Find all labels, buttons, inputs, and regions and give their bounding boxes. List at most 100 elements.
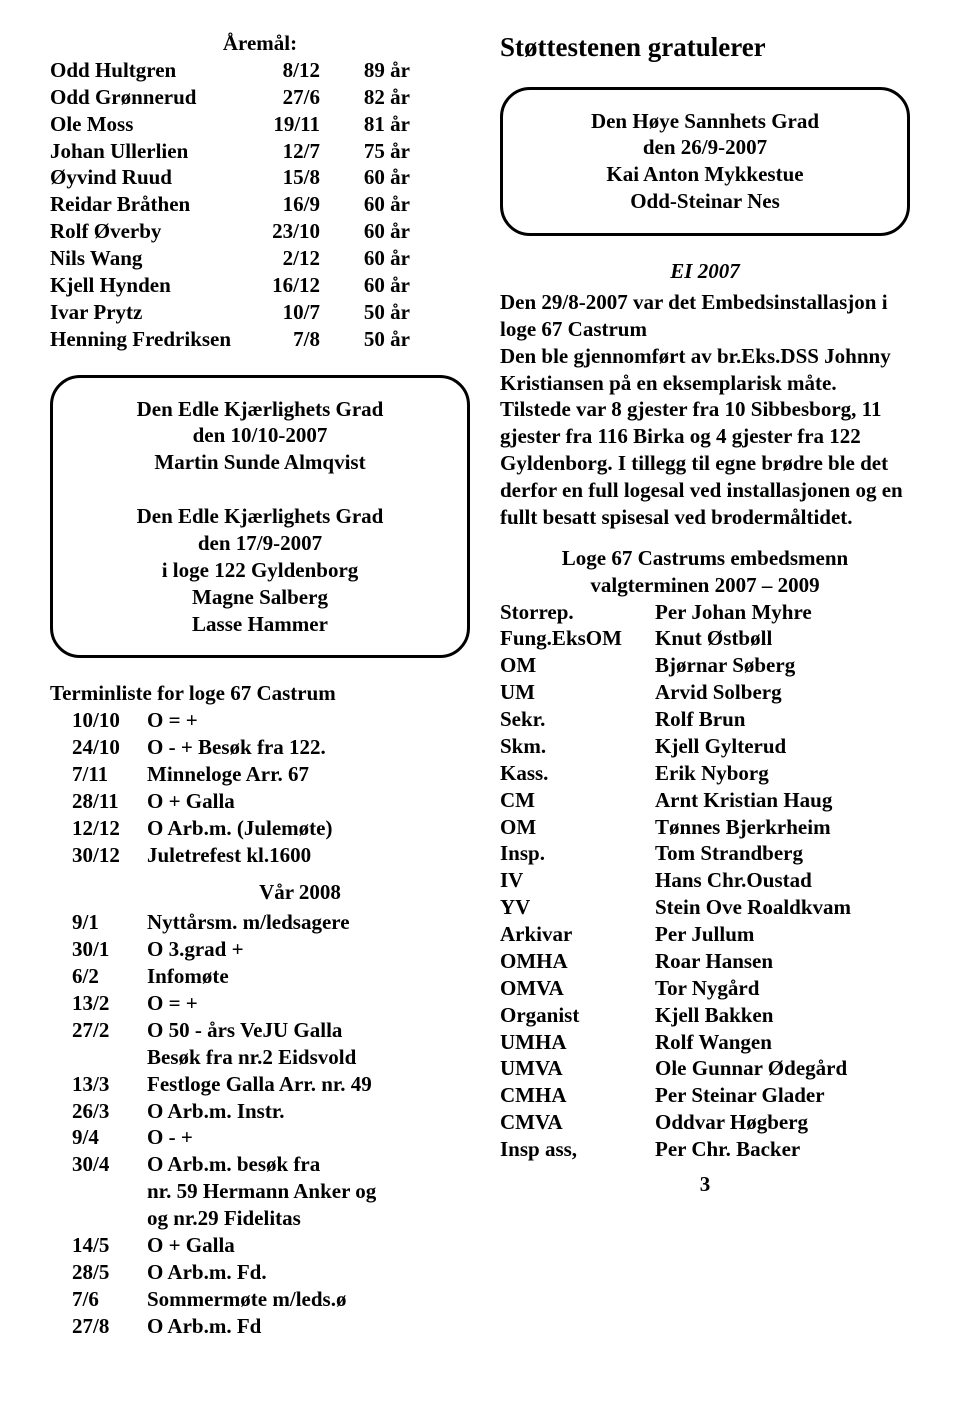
- termin-row: 30/12Juletrefest kl.1600: [72, 842, 470, 869]
- termin-date: 30/4: [72, 1151, 147, 1178]
- aremal-age: 60 år: [330, 164, 410, 191]
- var-heading: Vår 2008: [130, 879, 470, 906]
- termin-row: 6/2Infomøte: [72, 963, 470, 990]
- termin-cont: og nr.29 Fidelitas: [147, 1205, 470, 1232]
- emb-person: Erik Nyborg: [655, 760, 769, 787]
- emb-row: Storrep.Per Johan Myhre: [500, 599, 910, 626]
- termin-row: 12/12O Arb.m. (Julemøte): [72, 815, 470, 842]
- emb-row: Kass.Erik Nyborg: [500, 760, 910, 787]
- emb-row: OMVATor Nygård: [500, 975, 910, 1002]
- aremal-row: Odd Grønnerud27/682 år: [50, 84, 470, 111]
- termin-date: 24/10: [72, 734, 147, 761]
- aremal-age: 50 år: [330, 326, 410, 353]
- termin-row: 24/10O - + Besøk fra 122.: [72, 734, 470, 761]
- termin-date: 9/4: [72, 1124, 147, 1151]
- termin-event: O - +: [147, 1124, 470, 1151]
- emb-person: Per Johan Myhre: [655, 599, 812, 626]
- grad-box-3: Den Høye Sannhets Grad den 26/9-2007 Kai…: [500, 87, 910, 237]
- emb-row: YVStein Ove Roaldkvam: [500, 894, 910, 921]
- aremal-name: Nils Wang: [50, 245, 260, 272]
- emb-role: UM: [500, 679, 655, 706]
- emb-person: Kjell Bakken: [655, 1002, 773, 1029]
- termin-row: 13/2O = +: [72, 990, 470, 1017]
- emb-person: Per Steinar Glader: [655, 1082, 825, 1109]
- aremal-date: 8/12: [260, 57, 330, 84]
- termin-date: 14/5: [72, 1232, 147, 1259]
- aremal-age: 60 år: [330, 245, 410, 272]
- emb-role: Organist: [500, 1002, 655, 1029]
- emb-person: Per Jullum: [655, 921, 754, 948]
- emb-row: UMVAOle Gunnar Ødegård: [500, 1055, 910, 1082]
- emb-person: Tor Nygård: [655, 975, 759, 1002]
- emb-row: CMHAPer Steinar Glader: [500, 1082, 910, 1109]
- aremal-row: Ivar Prytz10/750 år: [50, 299, 470, 326]
- emb-person: Kjell Gylterud: [655, 733, 786, 760]
- aremal-date: 7/8: [260, 326, 330, 353]
- page: Åremål: Odd Hultgren8/1289 årOdd Grønner…: [50, 30, 910, 1339]
- emb-row: CMVAOddvar Høgberg: [500, 1109, 910, 1136]
- termin-row: 9/1Nyttårsm. m/ledsagere: [72, 909, 470, 936]
- termin-event: O Arb.m. Fd.: [147, 1259, 470, 1286]
- emb-role: UMHA: [500, 1029, 655, 1056]
- termin-row: 27/2O 50 - års VeJU Galla: [72, 1017, 470, 1044]
- termin-date: 9/1: [72, 909, 147, 936]
- aremal-date: 15/8: [260, 164, 330, 191]
- grad2-l1: Den Edle Kjærlighets Grad: [73, 503, 447, 530]
- aremal-age: 60 år: [330, 272, 410, 299]
- aremal-age: 89 år: [330, 57, 410, 84]
- emb-role: Skm.: [500, 733, 655, 760]
- termin-date: 27/2: [72, 1017, 147, 1044]
- termin-row: 7/11Minneloge Arr. 67: [72, 761, 470, 788]
- termin-date: 13/2: [72, 990, 147, 1017]
- termin-event: O = +: [147, 707, 470, 734]
- termin-event: Juletrefest kl.1600: [147, 842, 470, 869]
- emb-person: Arvid Solberg: [655, 679, 782, 706]
- termin-row: 28/11O + Galla: [72, 788, 470, 815]
- grad2-l2: den 17/9-2007: [73, 530, 447, 557]
- right-column: Støttestenen gratulerer Den Høye Sannhet…: [500, 30, 910, 1339]
- termin-title: Terminliste for loge 67 Castrum: [50, 680, 470, 707]
- termin-row: 10/10O = +: [72, 707, 470, 734]
- grad2-l4: Magne Salberg: [73, 584, 447, 611]
- termin-date: 10/10: [72, 707, 147, 734]
- emb-row: CMArnt Kristian Haug: [500, 787, 910, 814]
- termin-row: 9/4O - +: [72, 1124, 470, 1151]
- aremal-name: Ivar Prytz: [50, 299, 260, 326]
- termin-list-a: 10/10O = +24/10O - + Besøk fra 122.7/11M…: [50, 707, 470, 868]
- emb-role: UMVA: [500, 1055, 655, 1082]
- termin-row: 30/4O Arb.m. besøk fra: [72, 1151, 470, 1178]
- aremal-row: Kjell Hynden16/1260 år: [50, 272, 470, 299]
- grad1-l2: den 10/10-2007: [73, 422, 447, 449]
- termin-event: O + Galla: [147, 788, 470, 815]
- emb-role: Kass.: [500, 760, 655, 787]
- emb-role: Insp ass,: [500, 1136, 655, 1163]
- emb-row: OrganistKjell Bakken: [500, 1002, 910, 1029]
- aremal-name: Reidar Bråthen: [50, 191, 260, 218]
- emb-role: Storrep.: [500, 599, 655, 626]
- aremal-name: Johan Ullerlien: [50, 138, 260, 165]
- right-title: Støttestenen gratulerer: [500, 30, 910, 65]
- emb-row: Skm.Kjell Gylterud: [500, 733, 910, 760]
- aremal-heading: Åremål:: [50, 30, 470, 57]
- aremal-name: Ole Moss: [50, 111, 260, 138]
- emb-row: IVHans Chr.Oustad: [500, 867, 910, 894]
- emb-person: Knut Østbøll: [655, 625, 772, 652]
- emb-role: Arkivar: [500, 921, 655, 948]
- grad1-l1: Den Edle Kjærlighets Grad: [73, 396, 447, 423]
- page-number: 3: [500, 1171, 910, 1198]
- termin-row: 14/5O + Galla: [72, 1232, 470, 1259]
- left-column: Åremål: Odd Hultgren8/1289 årOdd Grønner…: [50, 30, 470, 1339]
- emb-person: Oddvar Høgberg: [655, 1109, 808, 1136]
- aremal-name: Rolf Øverby: [50, 218, 260, 245]
- termin-event: O Arb.m. Instr.: [147, 1098, 470, 1125]
- termin-row: 27/8O Arb.m. Fd: [72, 1313, 470, 1340]
- emb-role: Fung.EksOM: [500, 625, 655, 652]
- termin-row: 7/6Sommermøte m/leds.ø: [72, 1286, 470, 1313]
- emb-role: OMVA: [500, 975, 655, 1002]
- aremal-date: 19/11: [260, 111, 330, 138]
- aremal-name: Odd Grønnerud: [50, 84, 260, 111]
- termin-date: 30/1: [72, 936, 147, 963]
- emb-row: UMHARolf Wangen: [500, 1029, 910, 1056]
- termin-event: O = +: [147, 990, 470, 1017]
- aremal-row: Ole Moss19/1181 år: [50, 111, 470, 138]
